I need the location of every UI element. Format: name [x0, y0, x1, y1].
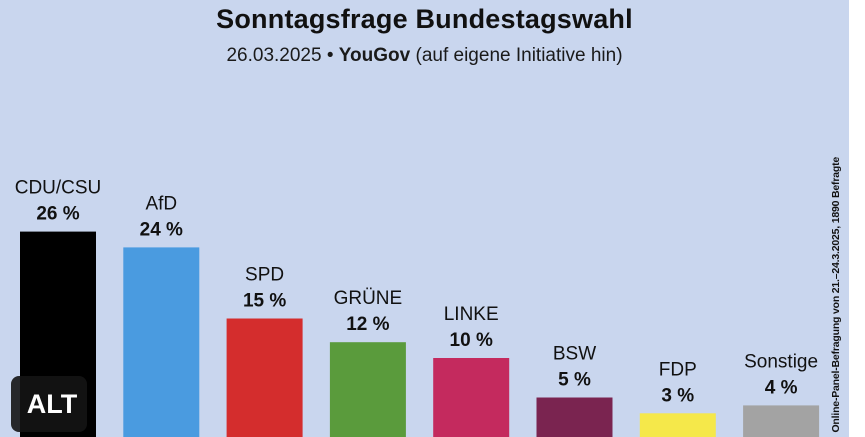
category-label: BSW	[553, 344, 596, 365]
bar-afd	[123, 247, 200, 437]
alt-text-badge[interactable]: ALT	[11, 376, 87, 432]
value-label: 24 %	[140, 219, 183, 240]
bar-spd	[226, 318, 303, 437]
value-label: 26 %	[36, 204, 79, 225]
value-label: 3 %	[661, 385, 694, 406]
value-label: 10 %	[450, 330, 493, 351]
poll-date: 26.03.2025	[226, 45, 322, 66]
category-label: SPD	[245, 265, 284, 286]
survey-footnote: Online-Panel-Befragung von 21.–24.3.2025…	[828, 88, 844, 433]
value-label: 15 %	[243, 291, 286, 312]
category-label: CDU/CSU	[15, 178, 102, 199]
value-label: 4 %	[765, 377, 798, 398]
subtitle-note: (auf eigene Initiative hin)	[415, 45, 623, 66]
category-label: LINKE	[444, 304, 499, 325]
value-label: 5 %	[558, 370, 591, 391]
bar-bsw	[536, 397, 613, 437]
category-label: Sonstige	[744, 351, 818, 372]
bar-gr-ne	[329, 342, 406, 437]
bar-linke	[433, 358, 510, 437]
right-edge-strip	[849, 0, 865, 437]
value-label: 12 %	[346, 314, 389, 335]
survey-footnote-text: Online-Panel-Befragung von 21.–24.3.2025…	[830, 157, 842, 433]
chart-subtitle: 26.03.2025 • YouGov (auf eigene Initiati…	[0, 45, 849, 67]
bar-fdp	[639, 413, 716, 437]
bar-sonstige	[743, 405, 820, 437]
pollster-name: YouGov	[338, 45, 411, 66]
category-label: AfD	[145, 193, 177, 214]
chart-title: Sonntagsfrage Bundestagswahl	[216, 4, 633, 34]
category-label: GRÜNE	[334, 288, 403, 309]
category-label: FDP	[659, 359, 697, 380]
subtitle-separator: •	[326, 45, 334, 66]
